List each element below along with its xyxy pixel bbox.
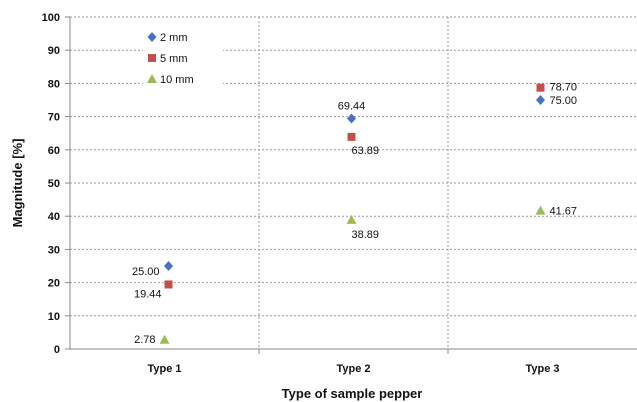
x-axis-title: Type of sample pepper <box>282 386 423 401</box>
gridlines <box>65 16 637 354</box>
y-tick-label: 90 <box>48 45 60 57</box>
data-label: 38.89 <box>352 229 380 241</box>
y-tick-labels: 0 10 20 30 40 50 60 70 80 90 100 <box>42 12 60 356</box>
y-tick-label: 60 <box>48 145 60 157</box>
legend: 2 mm 5 mm 10 mm <box>143 29 223 87</box>
data-point <box>347 113 356 124</box>
data-point <box>164 280 173 289</box>
legend-marker <box>147 74 157 83</box>
y-tick-label: 40 <box>48 211 60 223</box>
data-label: 19.44 <box>134 288 162 300</box>
y-axis-title: Magnitude [%] <box>10 139 25 228</box>
data-point <box>346 214 357 224</box>
legend-label: 2 mm <box>160 32 188 44</box>
data-label: 41.67 <box>550 206 578 218</box>
y-tick-label: 0 <box>54 344 60 356</box>
legend-marker <box>148 54 156 62</box>
data-label: 25.00 <box>132 266 160 278</box>
y-tick-label: 30 <box>48 244 60 256</box>
data-label: 75.00 <box>550 95 578 107</box>
y-tick-label: 20 <box>48 278 60 290</box>
data-label: 2.78 <box>134 334 155 346</box>
legend-background <box>143 29 223 87</box>
data-point <box>536 95 545 105</box>
y-tick-label: 10 <box>48 311 60 323</box>
data-label: 78.70 <box>550 82 578 94</box>
legend-label: 10 mm <box>160 74 194 86</box>
data-labels: 2.78 38.89 41.67 19.44 63.89 78.70 25.00 69.44 7… <box>132 82 577 346</box>
data-label: 63.89 <box>352 145 380 157</box>
axes <box>69 17 637 350</box>
x-tick-labels: Type 1 Type 2 Type 3 <box>147 363 559 375</box>
y-tick-label: 100 <box>42 12 60 24</box>
data-label: 69.44 <box>338 100 366 112</box>
data-point <box>347 132 356 141</box>
data-point <box>164 261 173 271</box>
legend-marker <box>147 32 157 42</box>
y-tick-label: 70 <box>48 112 60 124</box>
data-point <box>536 83 545 92</box>
data-points <box>159 83 546 344</box>
x-tick-label: Type 3 <box>525 363 559 375</box>
x-tick-label: Type 1 <box>147 363 181 375</box>
data-point <box>159 334 170 344</box>
legend-label: 5 mm <box>160 53 188 65</box>
x-tick-label: Type 2 <box>336 363 370 375</box>
y-tick-label: 80 <box>48 78 60 90</box>
data-point <box>535 205 546 215</box>
y-tick-label: 50 <box>48 178 60 190</box>
